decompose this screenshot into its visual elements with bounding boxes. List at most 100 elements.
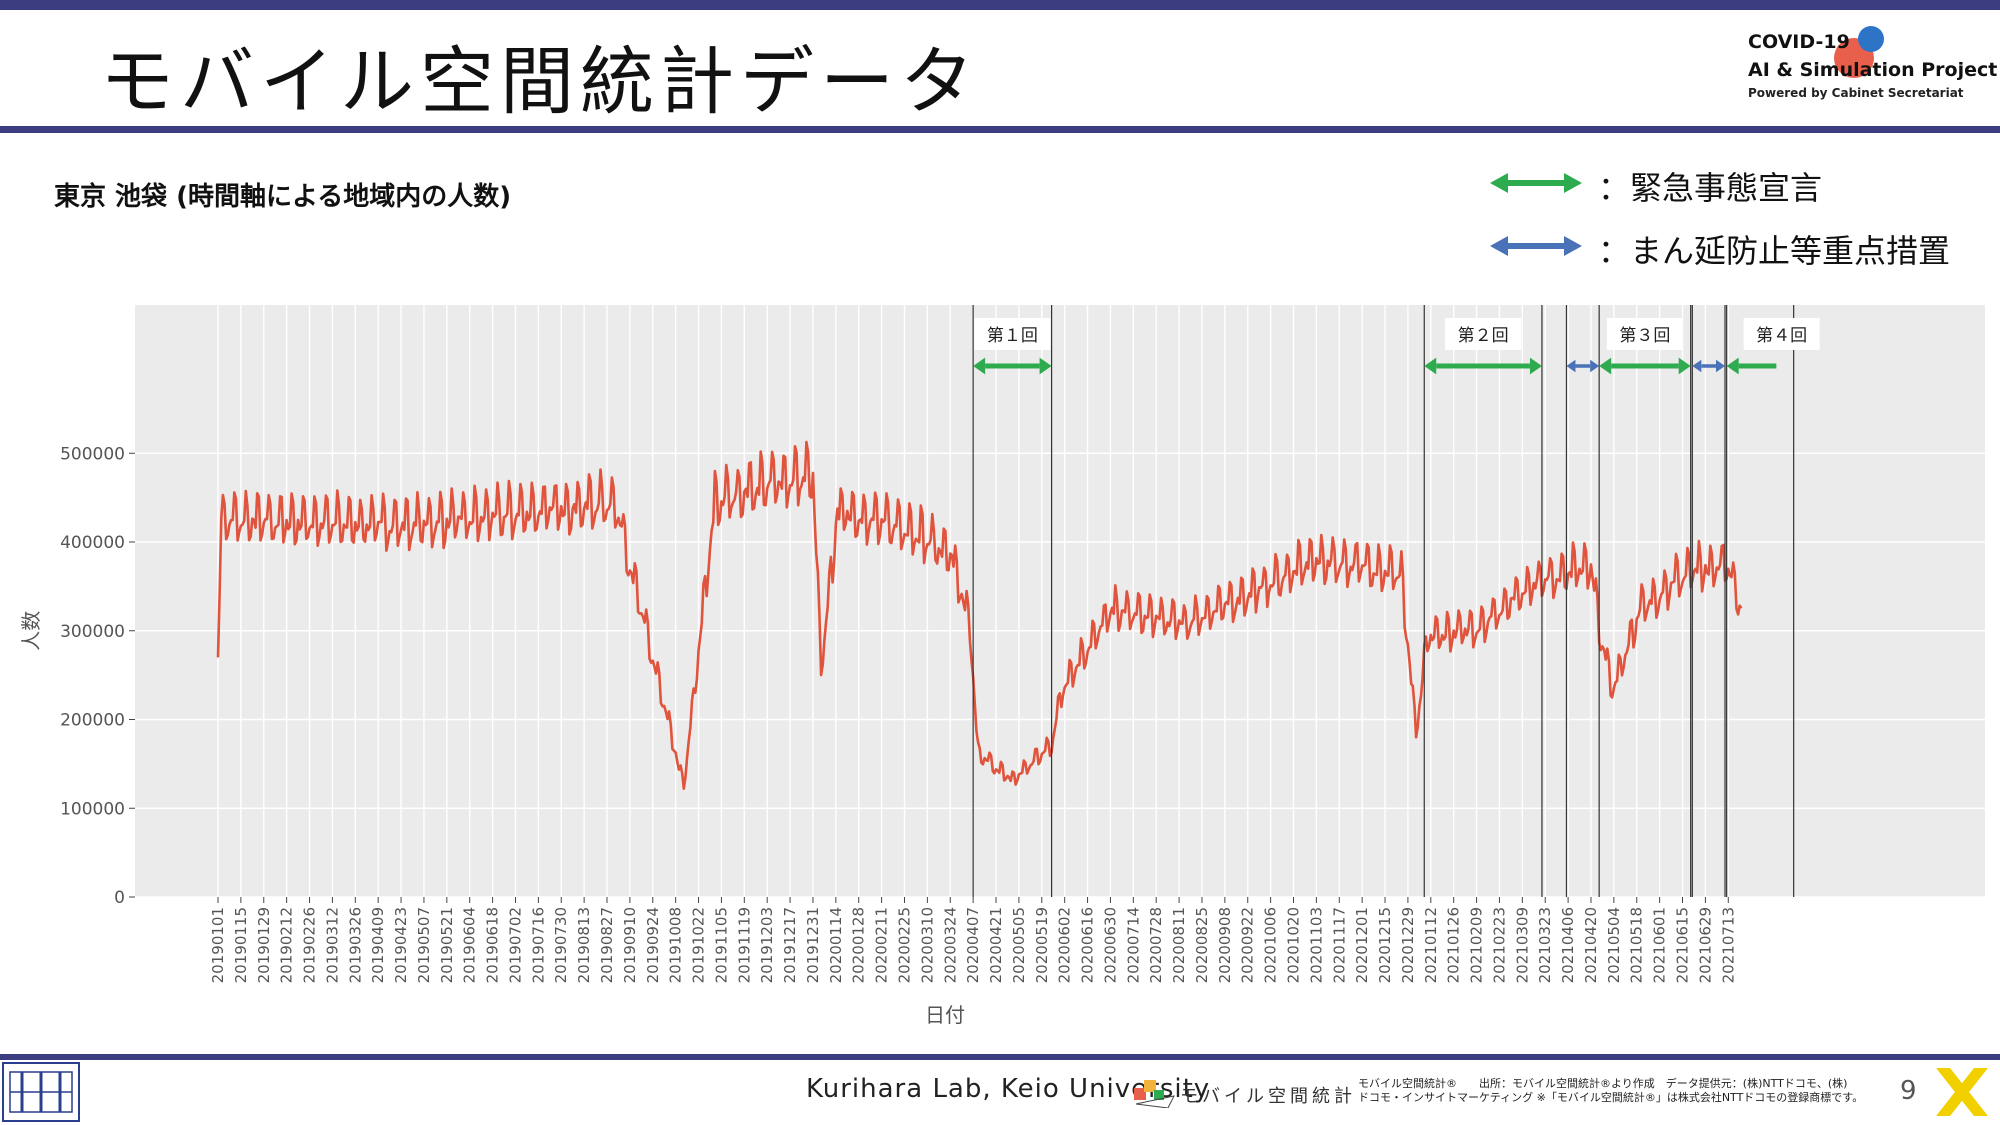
period-label-box (1445, 318, 1522, 350)
x-tick-label: 20190409 (369, 907, 387, 983)
footer-app-name: モバイル空間統計 (1180, 1086, 1356, 1107)
x-tick-label: 20191203 (758, 907, 776, 983)
x-tick-label: 20190813 (575, 907, 593, 983)
x-tick-label: 20190312 (323, 907, 341, 983)
x-tick-label: 20190924 (644, 907, 662, 983)
x-tick-label: 20191217 (781, 907, 799, 983)
mobile-stats-logo-icon (1134, 1080, 1175, 1108)
period-arrow-head (1678, 357, 1691, 375)
x-tick-label: 20191022 (690, 907, 708, 983)
x-tick-label: 20210126 (1445, 907, 1463, 983)
period-label: 第２回 (1458, 326, 1509, 346)
x-tick-label: 20210309 (1513, 907, 1531, 983)
x-tick-label: 20201229 (1399, 907, 1417, 983)
x-tick-label: 20190827 (598, 907, 616, 983)
x-tick-label: 20190702 (506, 907, 524, 983)
x-tick-label: 20200616 (1079, 907, 1097, 983)
x-tick-label: 20210406 (1559, 907, 1577, 983)
x-tick-label: 20200908 (1216, 907, 1234, 983)
x-tick-label: 20200714 (1124, 907, 1142, 983)
x-tick-label: 20210518 (1628, 907, 1646, 983)
x-tick-label: 20200728 (1147, 907, 1165, 983)
x-brand-logo-icon (1936, 1068, 1988, 1116)
x-tick-label: 20200225 (895, 907, 913, 983)
x-tick-label: 20190507 (415, 907, 433, 983)
logo-blue-dot (1858, 26, 1884, 52)
x-tick-label: 20190521 (438, 907, 456, 983)
x-tick-label: 20200128 (850, 907, 868, 983)
plot-background (135, 305, 1985, 897)
x-tick-label: 20210504 (1605, 907, 1623, 983)
y-tick-label: 100000 (60, 799, 125, 819)
x-tick-label: 20191119 (735, 907, 753, 983)
period-label-box (1606, 318, 1683, 350)
x-tick-label: 20210713 (1719, 907, 1737, 983)
x-tick-label: 20190604 (461, 907, 479, 983)
x-tick-label: 20201117 (1330, 907, 1348, 983)
population-line-chart: 0 100000 200000 300000 400000 500000 20190101 2… (19, 305, 1985, 1027)
x-tick-label: 20200421 (987, 907, 1005, 983)
logo-line-1: COVID-19 (1748, 31, 1850, 53)
period-label: 第４回 (1756, 326, 1807, 346)
header-divider (0, 126, 2000, 133)
x-tick-label: 20210223 (1490, 907, 1508, 983)
y-tick-label: 300000 (60, 622, 125, 642)
x-tick-label: 20190326 (346, 907, 364, 983)
x-tick-label: 20190910 (621, 907, 639, 983)
period-arrow-head (1726, 357, 1739, 375)
x-tick-label: 20200505 (1010, 907, 1028, 983)
x-tick-label: 20190115 (232, 907, 250, 983)
x-tick-label: 20190101 (209, 907, 227, 983)
x-axis-title: 日付 (925, 1003, 965, 1027)
period-arrow-head (1566, 359, 1576, 373)
period-label: 第３回 (1619, 326, 1670, 346)
x-tick-label: 20210420 (1582, 907, 1600, 983)
x-tick-label: 20201103 (1307, 907, 1325, 983)
legend-priority-label: ：まん延防止等重点措置 (1598, 232, 1951, 270)
footer-divider (0, 1054, 2000, 1060)
footer-source-line-2: ドコモ・インサイトマーケティング ※「モバイル空間統計®」は株式会社NTTドコモ… (1358, 1091, 1864, 1104)
x-tick-label: 20210629 (1696, 907, 1714, 983)
period-arrow-head (1039, 357, 1052, 375)
chart-subtitle: 東京 池袋 (時間軸による地域内の人数) (54, 182, 512, 212)
y-axis-title: 人数 (19, 611, 43, 651)
x-tick-label: 20200825 (1193, 907, 1211, 983)
y-tick-label: 500000 (60, 444, 125, 464)
x-tick-label: 20200211 (873, 907, 891, 983)
period-label: 第１回 (987, 326, 1038, 346)
period-label-box (974, 318, 1051, 350)
x-tick-label: 20210209 (1468, 907, 1486, 983)
x-tick-label: 20210615 (1674, 907, 1692, 983)
x-tick-label: 20200519 (1033, 907, 1051, 983)
x-tick-label: 20191105 (712, 907, 730, 983)
footer-source-note: モバイル空間統計® 出所：モバイル空間統計®より作成 データ提供元：(株)NTT… (1358, 1077, 1863, 1105)
x-tick-label: 20200630 (1101, 907, 1119, 983)
period-label-box (1743, 318, 1820, 350)
period-arrow-head (1692, 359, 1702, 373)
x-tick-label: 20201006 (1262, 907, 1280, 983)
x-tick-label: 20200602 (1056, 907, 1074, 983)
x-tick-label: 20201020 (1285, 907, 1303, 983)
period-arrow-head (1424, 357, 1437, 375)
x-tick-label: 20191231 (804, 907, 822, 983)
x-tick-label: 20191008 (667, 907, 685, 983)
legend-blue-arrow-icon (1490, 236, 1582, 256)
x-tick-label: 20210323 (1536, 907, 1554, 983)
logo-line-2: AI & Simulation Project (1748, 59, 1998, 81)
x-tick-label: 20210112 (1422, 907, 1440, 983)
x-tick-label: 20210601 (1651, 907, 1669, 983)
data-series-line (216, 440, 1743, 791)
x-tick-label: 20190129 (255, 907, 273, 983)
x-tick-label: 20201215 (1376, 907, 1394, 983)
period-arrow-head (1590, 359, 1600, 373)
x-tick-label: 20190212 (278, 907, 296, 983)
period-arrow-head (1529, 357, 1542, 375)
x-tick-label: 20190423 (392, 907, 410, 983)
legend-emergency-label: ：緊急事態宣言 (1598, 169, 1823, 207)
page-title: モバイル空間統計データ (100, 39, 980, 125)
keio-lab-logo-icon (2, 1062, 80, 1122)
footer-source-line-1: モバイル空間統計® 出所：モバイル空間統計®より作成 データ提供元：(株)NTT… (1358, 1077, 1848, 1090)
x-tick-label: 20190618 (484, 907, 502, 983)
x-tick-label: 20200114 (827, 907, 845, 983)
period-arrow-head (1716, 359, 1726, 373)
